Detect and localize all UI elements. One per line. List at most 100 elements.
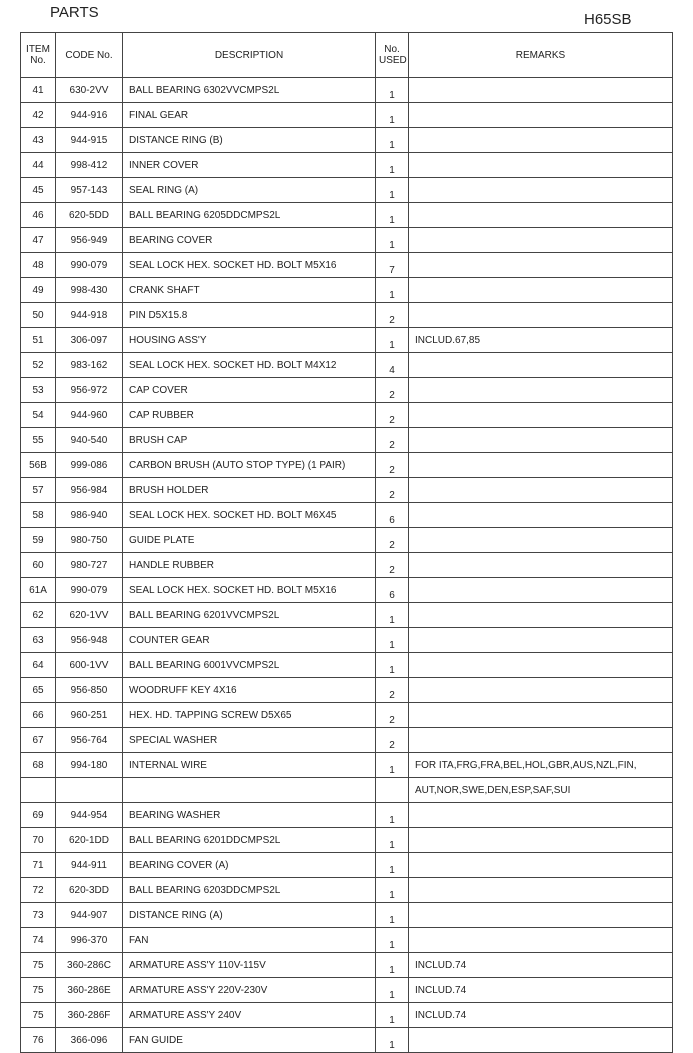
parts-row: 72 620-3DD BALL BEARING 6203DDCMPS2L 1 [20,877,673,903]
parts-row: 55 940-540 BRUSH CAP 2 [20,427,673,453]
quantity: 1 [375,227,409,253]
parts-row: 54 944-960 CAP RUBBER 2 [20,402,673,428]
column-header: No. USED [375,32,409,78]
quantity: 1 [375,827,409,853]
remarks [408,352,673,378]
remarks [408,527,673,553]
item-no: 47 [20,227,56,253]
column-header: ITEM No. [20,32,56,78]
quantity: 1 [375,627,409,653]
item-no: 70 [20,827,56,853]
description: BALL BEARING 6201VVCMPS2L [122,602,376,628]
description: FAN [122,927,376,953]
item-no: 62 [20,602,56,628]
quantity: 2 [375,402,409,428]
description: BEARING COVER (A) [122,852,376,878]
code-no: 944-911 [55,852,123,878]
parts-row: 41 630-2VV BALL BEARING 6302VVCMPS2L 1 [20,77,673,103]
item-no: 42 [20,102,56,128]
code-no [55,777,123,803]
quantity: 1 [375,602,409,628]
code-no: 620-1DD [55,827,123,853]
item-no: 61A [20,577,56,603]
code-no: 983-162 [55,352,123,378]
code-no: 620-3DD [55,877,123,903]
description: BALL BEARING 6001VVCMPS2L [122,652,376,678]
remarks: INCLUD.67,85 [408,327,673,353]
code-no: 944-915 [55,127,123,153]
parts-row: 75 360-286C ARMATURE ASS'Y 110V-115V 1 INCLU… [20,952,673,978]
description: BALL BEARING 6205DDCMPS2L [122,202,376,228]
parts-row: AUT,NOR,SWE,DEN,ESP,SAF,SUI [20,777,673,803]
quantity: 7 [375,252,409,278]
item-no: 75 [20,977,56,1003]
remarks [408,902,673,928]
parts-row: 63 956-948 COUNTER GEAR 1 [20,627,673,653]
remarks [408,452,673,478]
remarks [408,502,673,528]
remarks [408,402,673,428]
remarks [408,877,673,903]
item-no: 51 [20,327,56,353]
remarks [408,227,673,253]
parts-row: 47 956-949 BEARING COVER 1 [20,227,673,253]
quantity: 1 [375,177,409,203]
code-no: 957-143 [55,177,123,203]
description: PIN D5X15.8 [122,302,376,328]
quantity: 2 [375,477,409,503]
code-no: 956-972 [55,377,123,403]
quantity: 1 [375,127,409,153]
item-no: 45 [20,177,56,203]
parts-row: 76 366-096 FAN GUIDE 1 [20,1027,673,1053]
quantity: 2 [375,527,409,553]
quantity: 4 [375,352,409,378]
description: HANDLE RUBBER [122,552,376,578]
item-no: 75 [20,952,56,978]
description: COUNTER GEAR [122,627,376,653]
code-no: 620-5DD [55,202,123,228]
parts-row: 64 600-1VV BALL BEARING 6001VVCMPS2L 1 [20,652,673,678]
item-no: 66 [20,702,56,728]
remarks [408,427,673,453]
quantity: 2 [375,377,409,403]
parts-row: 58 986-940 SEAL LOCK HEX. SOCKET HD. BOLT … [20,502,673,528]
parts-row: 75 360-286E ARMATURE ASS'Y 220V-230V 1 INCLU… [20,977,673,1003]
remarks [408,827,673,853]
parts-row: 71 944-911 BEARING COVER (A) 1 [20,852,673,878]
remarks [408,77,673,103]
remarks [408,177,673,203]
parts-row: 59 980-750 GUIDE PLATE 2 [20,527,673,553]
description: SEAL LOCK HEX. SOCKET HD. BOLT M4X12 [122,352,376,378]
parts-row: 56B 999-086 CARBON BRUSH (AUTO STOP TYPE) … [20,452,673,478]
description: BALL BEARING 6203DDCMPS2L [122,877,376,903]
description: DISTANCE RING (B) [122,127,376,153]
item-no: 68 [20,752,56,778]
code-no: 944-907 [55,902,123,928]
quantity: 1 [375,652,409,678]
code-no: 960-251 [55,702,123,728]
parts-row: 70 620-1DD BALL BEARING 6201DDCMPS2L 1 [20,827,673,853]
item-no: 46 [20,202,56,228]
parts-row: 69 944-954 BEARING WASHER 1 [20,802,673,828]
parts-row: 43 944-915 DISTANCE RING (B) 1 [20,127,673,153]
parts-row: 50 944-918 PIN D5X15.8 2 [20,302,673,328]
description: BALL BEARING 6302VVCMPS2L [122,77,376,103]
remarks [408,652,673,678]
parts-table: ITEM No. CODE No. DESCRIPTION No. USED R… [20,32,673,1053]
remarks [408,577,673,603]
parts-row: 45 957-143 SEAL RING (A) 1 [20,177,673,203]
description: HOUSING ASS'Y [122,327,376,353]
remarks [408,1027,673,1053]
parts-row: 51 306-097 HOUSING ASS'Y 1 INCLUD.67,85 [20,327,673,353]
quantity: 1 [375,802,409,828]
description: INNER COVER [122,152,376,178]
quantity: 1 [375,752,409,778]
item-no: 64 [20,652,56,678]
quantity: 1 [375,952,409,978]
parts-row: 67 956-764 SPECIAL WASHER 2 [20,727,673,753]
description: BRUSH HOLDER [122,477,376,503]
code-no: 956-948 [55,627,123,653]
remarks [408,377,673,403]
description: INTERNAL WIRE [122,752,376,778]
description: BRUSH CAP [122,427,376,453]
